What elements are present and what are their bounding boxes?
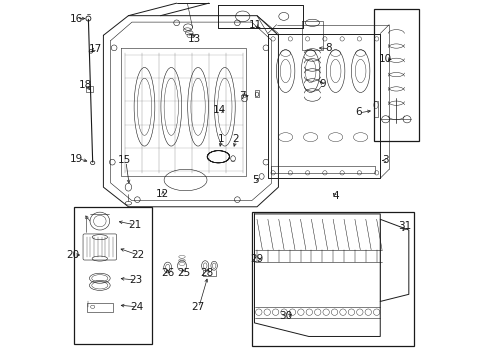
Text: 28: 28 [200, 268, 213, 278]
Text: 29: 29 [250, 253, 263, 264]
Text: 31: 31 [398, 221, 411, 231]
Bar [373, 102, 377, 117]
Text: 19: 19 [70, 154, 83, 163]
Text: 6: 6 [355, 107, 362, 117]
Text: 12: 12 [155, 189, 169, 199]
Text: 2: 2 [232, 134, 239, 144]
Text: 24: 24 [130, 302, 143, 312]
Text: 20: 20 [65, 250, 79, 260]
Text: 18: 18 [79, 80, 92, 90]
Text: 10: 10 [378, 54, 391, 64]
Bar [255, 90, 258, 97]
Text: 3: 3 [382, 156, 388, 165]
Text: 7: 7 [239, 91, 245, 101]
Text: 30: 30 [279, 311, 291, 321]
Bar [74, 207, 151, 344]
Bar [86, 303, 113, 312]
Text: 23: 23 [129, 275, 142, 285]
Text: 4: 4 [332, 191, 338, 201]
Text: 25: 25 [177, 268, 190, 278]
Text: 16: 16 [70, 14, 83, 23]
Text: 8: 8 [325, 43, 331, 53]
Text: 13: 13 [187, 34, 201, 44]
Text: 27: 27 [191, 302, 204, 312]
Bar [251, 212, 413, 346]
Text: 14: 14 [212, 105, 225, 115]
Bar [373, 9, 418, 141]
Text: 21: 21 [127, 220, 141, 230]
Text: 5: 5 [251, 175, 258, 185]
Text: 9: 9 [319, 78, 325, 89]
Text: 26: 26 [161, 268, 174, 278]
Text: 11: 11 [248, 19, 261, 30]
Text: 22: 22 [131, 250, 144, 260]
Bar [85, 86, 93, 93]
Text: 17: 17 [89, 44, 102, 54]
Text: 1: 1 [218, 134, 224, 144]
Text: 15: 15 [118, 156, 131, 165]
